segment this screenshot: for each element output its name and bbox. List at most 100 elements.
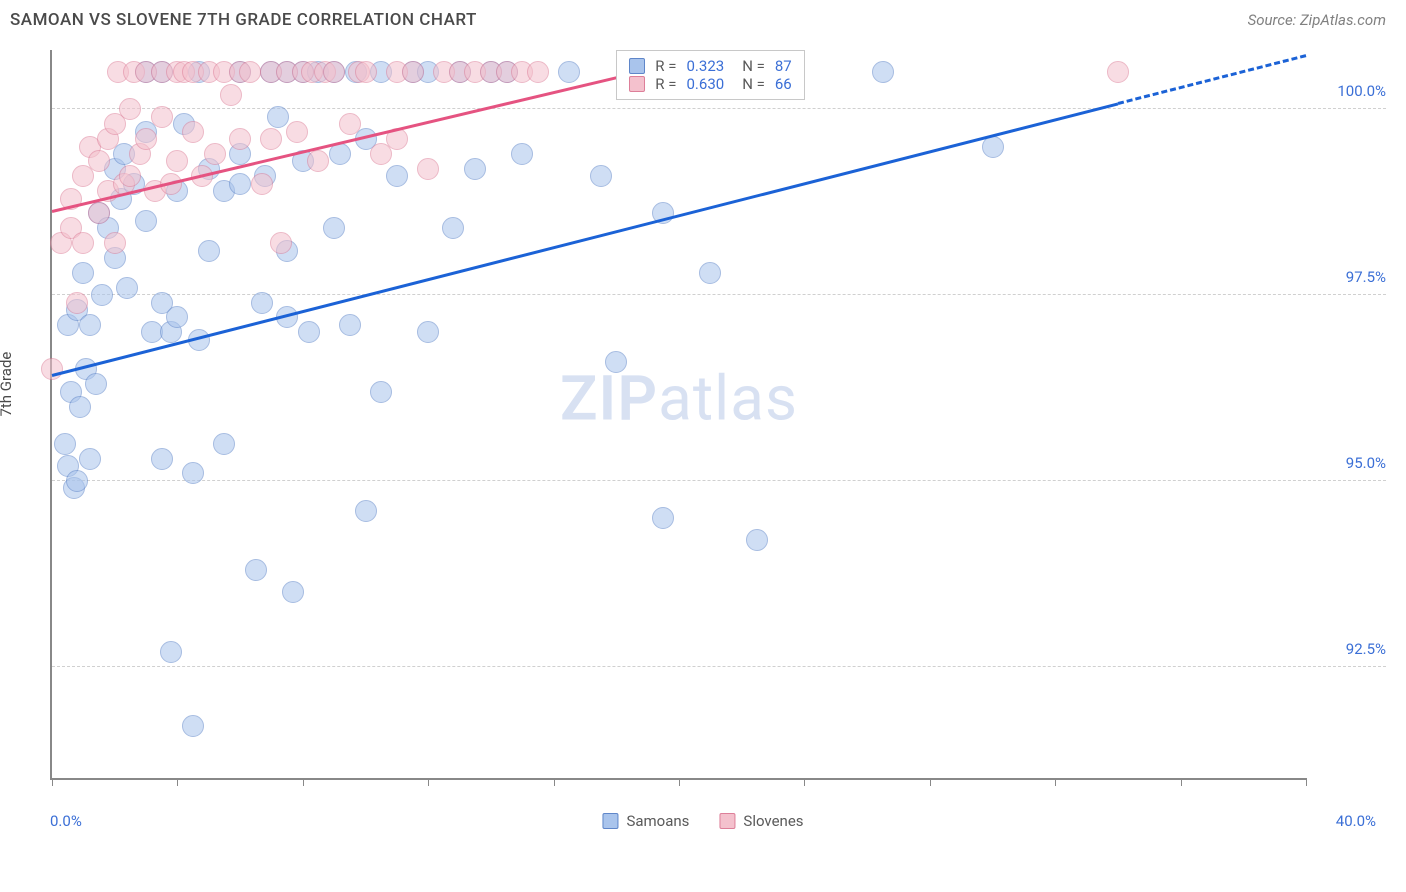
data-point xyxy=(746,529,768,551)
stats-box: R =0.323N =87R =0.630N =66 xyxy=(616,50,804,100)
data-point xyxy=(151,106,173,128)
data-point xyxy=(72,232,94,254)
data-point xyxy=(558,61,580,83)
trendline xyxy=(1118,54,1307,105)
gridline xyxy=(52,666,1386,667)
data-point xyxy=(511,143,533,165)
data-point xyxy=(85,373,107,395)
chart-container: 7th Grade ZIPatlas 100.0%97.5%95.0%92.5%… xyxy=(0,40,1406,840)
legend: Samoans Slovenes xyxy=(602,812,803,830)
data-point xyxy=(213,433,235,455)
data-point xyxy=(54,433,76,455)
source-attribution: Source: ZipAtlas.com xyxy=(1248,11,1386,29)
x-axis-max-label: 40.0% xyxy=(1336,812,1376,830)
data-point xyxy=(91,284,113,306)
data-point xyxy=(104,232,126,254)
data-point xyxy=(198,240,220,262)
data-point xyxy=(66,470,88,492)
data-point xyxy=(1107,61,1129,83)
y-tick-label: 97.5% xyxy=(1316,268,1386,286)
data-point xyxy=(323,61,345,83)
data-point xyxy=(286,121,308,143)
data-point xyxy=(182,121,204,143)
data-point xyxy=(307,150,329,172)
data-point xyxy=(160,641,182,663)
data-point xyxy=(267,106,289,128)
gridline xyxy=(52,480,1386,481)
data-point xyxy=(260,128,282,150)
data-point xyxy=(182,715,204,737)
data-point xyxy=(151,448,173,470)
y-tick-label: 95.0% xyxy=(1316,454,1386,472)
data-point xyxy=(605,351,627,373)
legend-label: Slovenes xyxy=(743,812,803,830)
data-point xyxy=(119,98,141,120)
data-point xyxy=(527,61,549,83)
data-point xyxy=(298,321,320,343)
data-point xyxy=(386,165,408,187)
x-tick xyxy=(177,778,178,786)
data-point xyxy=(182,462,204,484)
data-point xyxy=(699,262,721,284)
legend-swatch xyxy=(719,813,735,829)
data-point xyxy=(88,150,110,172)
data-point xyxy=(370,381,392,403)
x-tick xyxy=(554,778,555,786)
data-point xyxy=(135,210,157,232)
data-point xyxy=(135,128,157,150)
legend-swatch xyxy=(629,76,645,92)
gridline xyxy=(52,294,1386,295)
legend-label: Samoans xyxy=(626,812,689,830)
data-point xyxy=(229,128,251,150)
data-point xyxy=(872,61,894,83)
data-point xyxy=(166,306,188,328)
plot-area: ZIPatlas 100.0%97.5%95.0%92.5%R =0.323N … xyxy=(50,50,1306,780)
data-point xyxy=(251,292,273,314)
data-point xyxy=(66,292,88,314)
data-point xyxy=(239,61,261,83)
data-point xyxy=(204,143,226,165)
data-point xyxy=(590,165,612,187)
stats-row: R =0.630N =66 xyxy=(629,75,791,93)
data-point xyxy=(79,448,101,470)
legend-item: Samoans xyxy=(602,812,689,830)
data-point xyxy=(245,559,267,581)
y-axis-label: 7th Grade xyxy=(0,352,15,417)
legend-swatch xyxy=(602,813,618,829)
data-point xyxy=(88,202,110,224)
data-point xyxy=(41,358,63,380)
stats-row: R =0.323N =87 xyxy=(629,57,791,75)
data-point xyxy=(69,396,91,418)
data-point xyxy=(282,581,304,603)
data-point xyxy=(442,217,464,239)
data-point xyxy=(119,165,141,187)
chart-title: SAMOAN VS SLOVENE 7TH GRADE CORRELATION … xyxy=(10,10,477,30)
x-tick xyxy=(1055,778,1056,786)
data-point xyxy=(652,507,674,529)
data-point xyxy=(417,158,439,180)
data-point xyxy=(251,173,273,195)
data-point xyxy=(339,113,361,135)
data-point xyxy=(166,150,188,172)
x-tick xyxy=(1306,778,1307,786)
data-point xyxy=(402,61,424,83)
x-tick xyxy=(52,778,53,786)
x-tick xyxy=(303,778,304,786)
x-axis-min-label: 0.0% xyxy=(50,812,82,830)
x-tick xyxy=(679,778,680,786)
data-point xyxy=(464,158,486,180)
x-tick xyxy=(428,778,429,786)
data-point xyxy=(417,321,439,343)
data-point xyxy=(270,232,292,254)
data-point xyxy=(355,61,377,83)
data-point xyxy=(323,217,345,239)
watermark: ZIPatlas xyxy=(560,363,798,436)
data-point xyxy=(220,84,242,106)
data-point xyxy=(355,500,377,522)
legend-swatch xyxy=(629,58,645,74)
x-tick xyxy=(804,778,805,786)
data-point xyxy=(72,262,94,284)
data-point xyxy=(116,277,138,299)
gridline xyxy=(52,108,1386,109)
data-point xyxy=(339,314,361,336)
